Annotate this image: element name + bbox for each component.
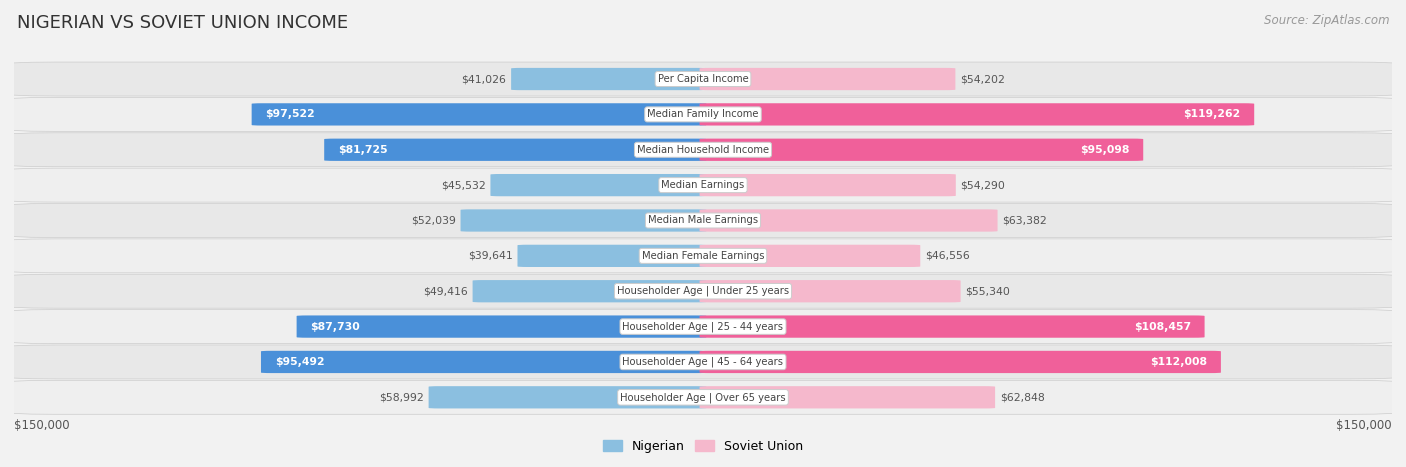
FancyBboxPatch shape <box>0 310 1406 344</box>
Text: Householder Age | Over 65 years: Householder Age | Over 65 years <box>620 392 786 403</box>
Text: $112,008: $112,008 <box>1150 357 1208 367</box>
FancyBboxPatch shape <box>0 204 1406 237</box>
Text: Median Family Income: Median Family Income <box>647 109 759 120</box>
Text: $150,000: $150,000 <box>1336 419 1392 432</box>
FancyBboxPatch shape <box>700 280 960 302</box>
FancyBboxPatch shape <box>0 274 1406 308</box>
FancyBboxPatch shape <box>0 98 1406 131</box>
FancyBboxPatch shape <box>700 315 1205 338</box>
Text: $58,992: $58,992 <box>380 392 423 402</box>
Text: $95,492: $95,492 <box>274 357 325 367</box>
Text: $87,730: $87,730 <box>311 322 360 332</box>
Text: Median Earnings: Median Earnings <box>661 180 745 190</box>
Text: $95,098: $95,098 <box>1080 145 1129 155</box>
FancyBboxPatch shape <box>0 380 1406 414</box>
Text: $41,026: $41,026 <box>461 74 506 84</box>
FancyBboxPatch shape <box>700 103 1254 126</box>
Text: NIGERIAN VS SOVIET UNION INCOME: NIGERIAN VS SOVIET UNION INCOME <box>17 14 349 32</box>
Text: $49,416: $49,416 <box>423 286 468 296</box>
FancyBboxPatch shape <box>700 68 956 90</box>
FancyBboxPatch shape <box>262 351 706 373</box>
FancyBboxPatch shape <box>700 174 956 196</box>
FancyBboxPatch shape <box>325 139 706 161</box>
Text: Source: ZipAtlas.com: Source: ZipAtlas.com <box>1264 14 1389 27</box>
FancyBboxPatch shape <box>700 386 995 409</box>
FancyBboxPatch shape <box>472 280 706 302</box>
FancyBboxPatch shape <box>0 168 1406 202</box>
FancyBboxPatch shape <box>517 245 706 267</box>
Text: Householder Age | 25 - 44 years: Householder Age | 25 - 44 years <box>623 321 783 332</box>
Text: $63,382: $63,382 <box>1002 215 1047 226</box>
Text: $55,340: $55,340 <box>966 286 1011 296</box>
Text: Median Household Income: Median Household Income <box>637 145 769 155</box>
Text: $45,532: $45,532 <box>441 180 485 190</box>
FancyBboxPatch shape <box>0 62 1406 96</box>
Text: $108,457: $108,457 <box>1133 322 1191 332</box>
FancyBboxPatch shape <box>512 68 706 90</box>
Text: $62,848: $62,848 <box>1000 392 1045 402</box>
Text: $54,202: $54,202 <box>960 74 1005 84</box>
Text: Householder Age | 45 - 64 years: Householder Age | 45 - 64 years <box>623 357 783 367</box>
Text: $46,556: $46,556 <box>925 251 970 261</box>
FancyBboxPatch shape <box>297 315 706 338</box>
FancyBboxPatch shape <box>700 351 1220 373</box>
FancyBboxPatch shape <box>700 139 1143 161</box>
FancyBboxPatch shape <box>0 239 1406 273</box>
FancyBboxPatch shape <box>252 103 706 126</box>
Text: $97,522: $97,522 <box>266 109 315 120</box>
Text: $39,641: $39,641 <box>468 251 513 261</box>
Text: $81,725: $81,725 <box>337 145 388 155</box>
Text: $54,290: $54,290 <box>960 180 1005 190</box>
FancyBboxPatch shape <box>0 345 1406 379</box>
FancyBboxPatch shape <box>461 209 706 232</box>
Text: Median Male Earnings: Median Male Earnings <box>648 215 758 226</box>
Text: $52,039: $52,039 <box>411 215 456 226</box>
FancyBboxPatch shape <box>491 174 706 196</box>
Text: Per Capita Income: Per Capita Income <box>658 74 748 84</box>
Text: $119,262: $119,262 <box>1184 109 1240 120</box>
FancyBboxPatch shape <box>0 133 1406 167</box>
Text: Median Female Earnings: Median Female Earnings <box>641 251 765 261</box>
Legend: Nigerian, Soviet Union: Nigerian, Soviet Union <box>598 435 808 458</box>
FancyBboxPatch shape <box>700 245 921 267</box>
Text: Householder Age | Under 25 years: Householder Age | Under 25 years <box>617 286 789 297</box>
FancyBboxPatch shape <box>429 386 706 409</box>
FancyBboxPatch shape <box>700 209 997 232</box>
Text: $150,000: $150,000 <box>14 419 70 432</box>
